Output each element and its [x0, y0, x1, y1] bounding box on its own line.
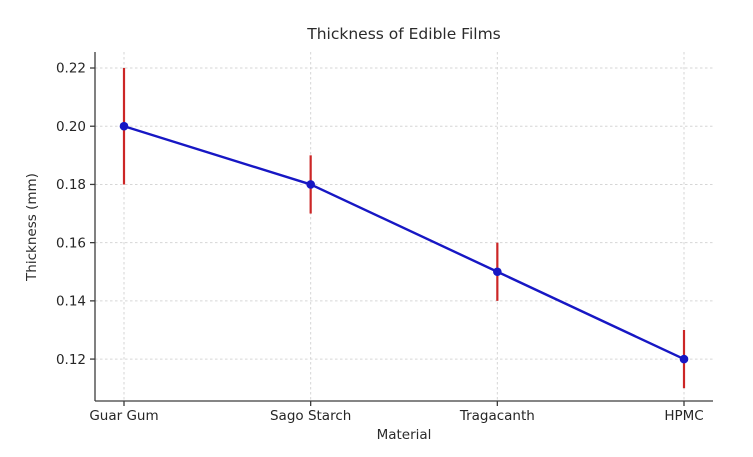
y-tick-label: 0.22	[56, 61, 86, 77]
y-tick-label: 0.20	[56, 119, 86, 135]
y-tick-label: 0.12	[56, 352, 86, 368]
data-point	[306, 180, 315, 189]
x-axis-label: Material	[376, 427, 432, 443]
y-axis-label: Thickness (mm)	[24, 173, 40, 281]
data-point	[679, 354, 689, 364]
y-tick-label: 0.16	[56, 235, 86, 251]
y-tick-label: 0.14	[56, 294, 86, 310]
x-tick-label: Guar Gum	[89, 408, 158, 424]
chart-title: Thickness of Edible Films	[307, 25, 501, 43]
data-point	[493, 267, 502, 277]
x-tick-label: HPMC	[664, 408, 703, 424]
data-point	[119, 121, 129, 131]
y-tick-label: 0.18	[56, 177, 86, 193]
series-line	[122, 125, 686, 361]
x-tick-label: Sago Starch	[270, 408, 351, 424]
x-tick-label: Tragacanth	[459, 408, 535, 424]
